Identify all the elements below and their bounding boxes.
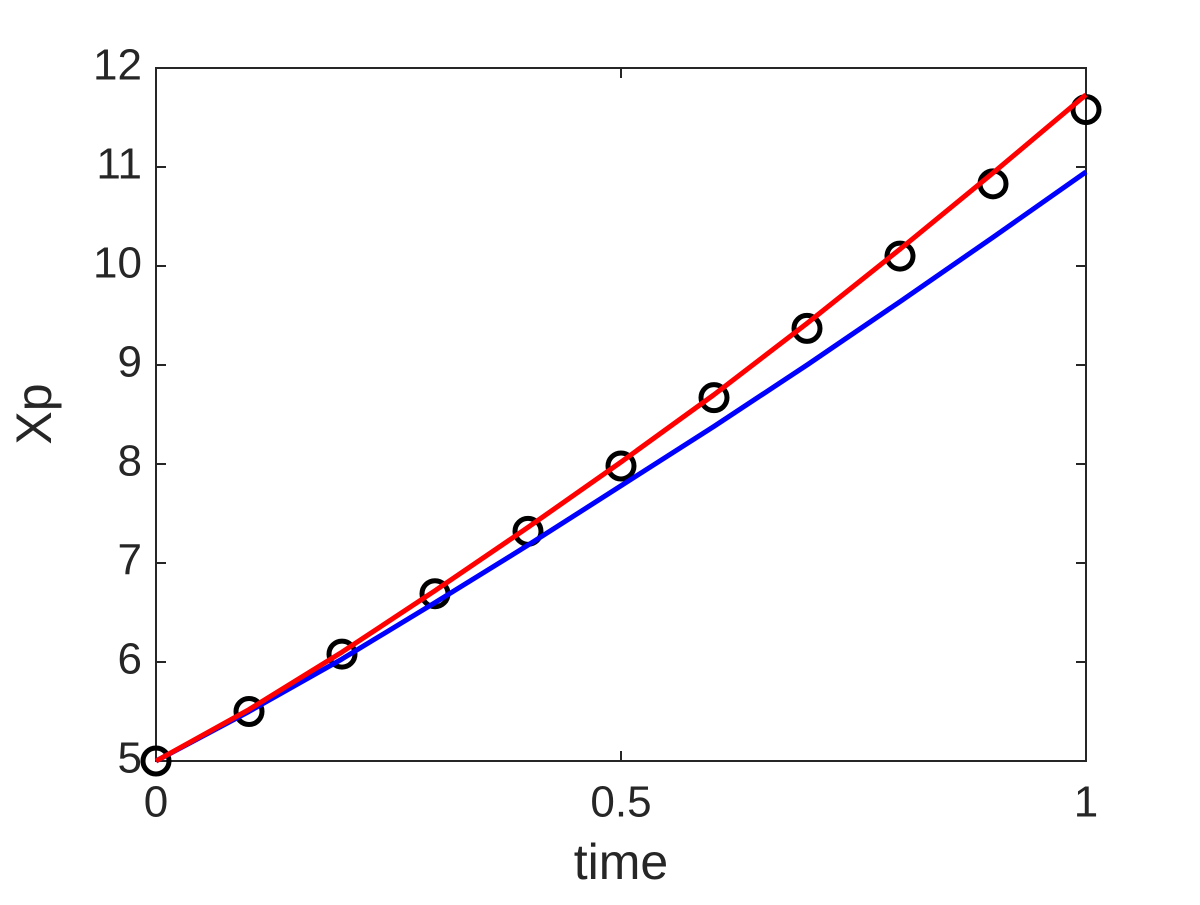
data-point bbox=[233, 696, 265, 727]
data-point bbox=[140, 745, 172, 777]
x-tick-label: 1 bbox=[1074, 778, 1098, 827]
y-tick-label: 5 bbox=[118, 734, 142, 783]
data-point bbox=[326, 638, 358, 670]
y-tick-label: 9 bbox=[118, 338, 142, 387]
data-point bbox=[605, 450, 637, 482]
data-point bbox=[884, 240, 916, 272]
x-axis-label: time bbox=[574, 834, 668, 890]
y-tick-label: 10 bbox=[93, 239, 142, 288]
y-tick-label: 12 bbox=[93, 41, 142, 90]
x-tick-label: 0.5 bbox=[590, 778, 651, 827]
x-tick-label: 0 bbox=[144, 778, 168, 827]
data-point bbox=[791, 312, 823, 344]
y-tick-label: 11 bbox=[96, 140, 142, 189]
plot-area bbox=[155, 67, 1087, 762]
y-tick-label: 8 bbox=[118, 437, 142, 486]
y-axis-label: Xp bbox=[6, 383, 62, 444]
y-tick-label: 6 bbox=[118, 635, 142, 684]
y-tick-label: 7 bbox=[118, 536, 142, 585]
data-line bbox=[154, 92, 1088, 764]
data-line bbox=[154, 169, 1088, 764]
data-point bbox=[698, 382, 730, 414]
